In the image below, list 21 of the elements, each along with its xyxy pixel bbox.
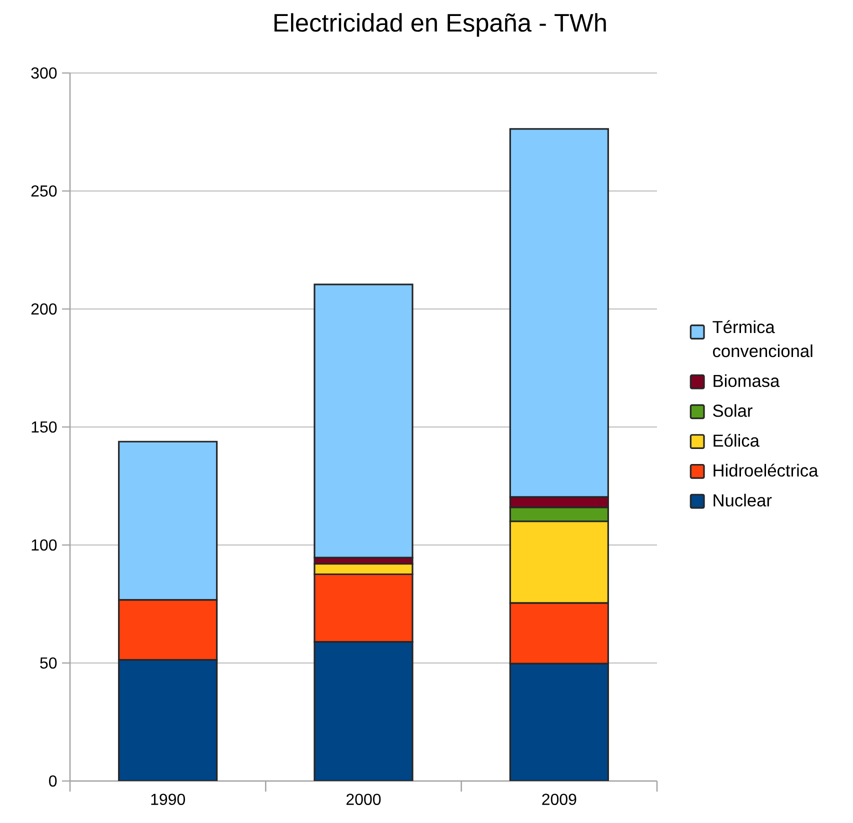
y-tick-label: 50 bbox=[40, 657, 57, 669]
y-tick-label: 100 bbox=[32, 539, 57, 551]
bar bbox=[509, 662, 609, 781]
legend-label: Solar bbox=[713, 404, 752, 417]
x-tick-label: 1990 bbox=[151, 794, 186, 806]
bar bbox=[118, 659, 218, 781]
y-tick-label: 0 bbox=[49, 775, 57, 787]
y-tick-label: 300 bbox=[31, 67, 57, 79]
y-tick-label: 200 bbox=[31, 303, 57, 315]
legend-label: Térmica convencional bbox=[712, 320, 812, 358]
legend-label: Nuclear bbox=[714, 494, 772, 507]
x-tick-label: 2009 bbox=[542, 794, 576, 806]
y-tick-label: 150 bbox=[32, 421, 57, 433]
legend-label: Biomasa bbox=[714, 374, 780, 388]
bar bbox=[314, 641, 414, 781]
legend-label: Hidroeléctrica bbox=[714, 464, 818, 477]
bar bbox=[314, 284, 414, 559]
y-tick-label: 250 bbox=[31, 185, 57, 197]
x-tick-label: 2000 bbox=[346, 794, 381, 806]
legend-label: Eólica bbox=[714, 434, 760, 447]
chart-title: Electricidad en España - TWh bbox=[274, 13, 606, 37]
